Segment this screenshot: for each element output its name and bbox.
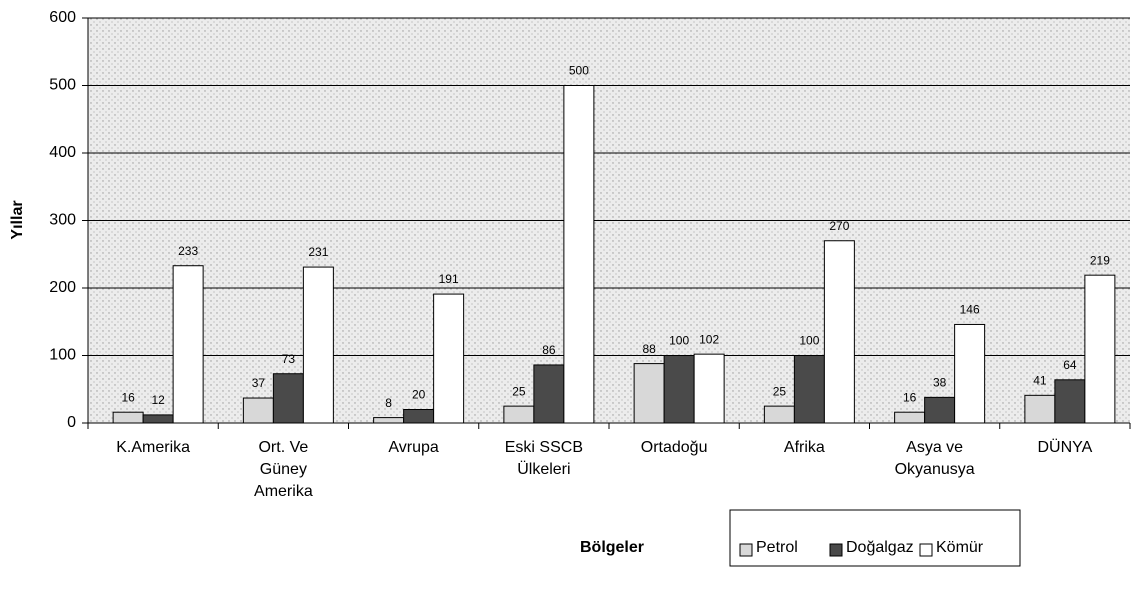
legend-label: Petrol [756, 539, 798, 556]
bar [533, 364, 565, 424]
legend-label: Doğalgaz [846, 539, 914, 556]
bar [954, 323, 986, 424]
y-tick-label: 0 [67, 414, 76, 431]
data-label: 86 [542, 343, 556, 357]
x-tick-label: Ortadoğu [640, 439, 708, 456]
bar [373, 417, 405, 424]
data-label: 16 [903, 390, 917, 404]
bar [633, 363, 665, 424]
bar [563, 85, 595, 424]
bar [693, 353, 725, 424]
y-tick-label: 300 [49, 212, 76, 229]
bar [1084, 274, 1116, 424]
x-tick-label: DÜNYA [1037, 439, 1093, 456]
bar [433, 293, 465, 424]
bar [924, 396, 956, 424]
bar [403, 409, 435, 424]
y-axis-title: Yıllar [9, 200, 26, 239]
x-tick-label: K.Amerika [116, 439, 191, 456]
bar [663, 355, 695, 424]
data-label: 100 [669, 334, 689, 348]
bar [1054, 379, 1086, 424]
bar [112, 411, 144, 424]
data-label: 73 [282, 352, 296, 366]
bar [1024, 394, 1056, 424]
data-label: 231 [308, 245, 328, 259]
data-label: 25 [773, 384, 787, 398]
data-label: 100 [799, 334, 819, 348]
x-tick-label: Asya ve Okyanusya [894, 439, 975, 478]
legend-label: Kömür [936, 539, 984, 556]
data-label: 64 [1063, 358, 1077, 372]
data-label: 88 [642, 342, 656, 356]
legend-swatch [919, 543, 933, 557]
data-label: 102 [699, 332, 719, 346]
data-label: 146 [960, 303, 980, 317]
legend-swatch [739, 543, 753, 557]
data-label: 500 [569, 64, 589, 78]
legend-box [729, 509, 1021, 567]
bar [272, 373, 304, 424]
x-tick-label: Eski SSCB Ülkeleri [504, 439, 583, 478]
data-label: 20 [412, 388, 426, 402]
bar [894, 411, 926, 424]
legend-swatch [829, 543, 843, 557]
y-tick-label: 600 [49, 9, 76, 26]
bar [142, 414, 174, 424]
bar [172, 265, 204, 424]
data-label: 37 [252, 376, 266, 390]
bar [503, 405, 535, 424]
data-label: 16 [121, 390, 135, 404]
bar [763, 405, 795, 424]
data-label: 233 [178, 244, 198, 258]
y-tick-label: 100 [49, 347, 76, 364]
y-tick-label: 200 [49, 279, 76, 296]
data-label: 270 [829, 219, 849, 233]
data-label: 191 [439, 272, 459, 286]
data-label: 8 [385, 396, 392, 410]
bar [823, 240, 855, 424]
y-tick-label: 400 [49, 144, 76, 161]
bar [793, 355, 825, 424]
data-label: 25 [512, 384, 526, 398]
y-tick-label: 500 [49, 77, 76, 94]
data-label: 38 [933, 376, 947, 390]
x-tick-label: Avrupa [388, 439, 439, 456]
bar [302, 266, 334, 424]
x-tick-label: Ort. Ve Güney Amerika [254, 439, 313, 500]
data-label: 41 [1033, 373, 1047, 387]
x-axis-title: Bölgeler [580, 539, 644, 556]
bar [242, 397, 274, 424]
data-label: 219 [1090, 253, 1110, 267]
data-label: 12 [151, 393, 165, 407]
x-tick-label: Afrika [783, 439, 825, 456]
